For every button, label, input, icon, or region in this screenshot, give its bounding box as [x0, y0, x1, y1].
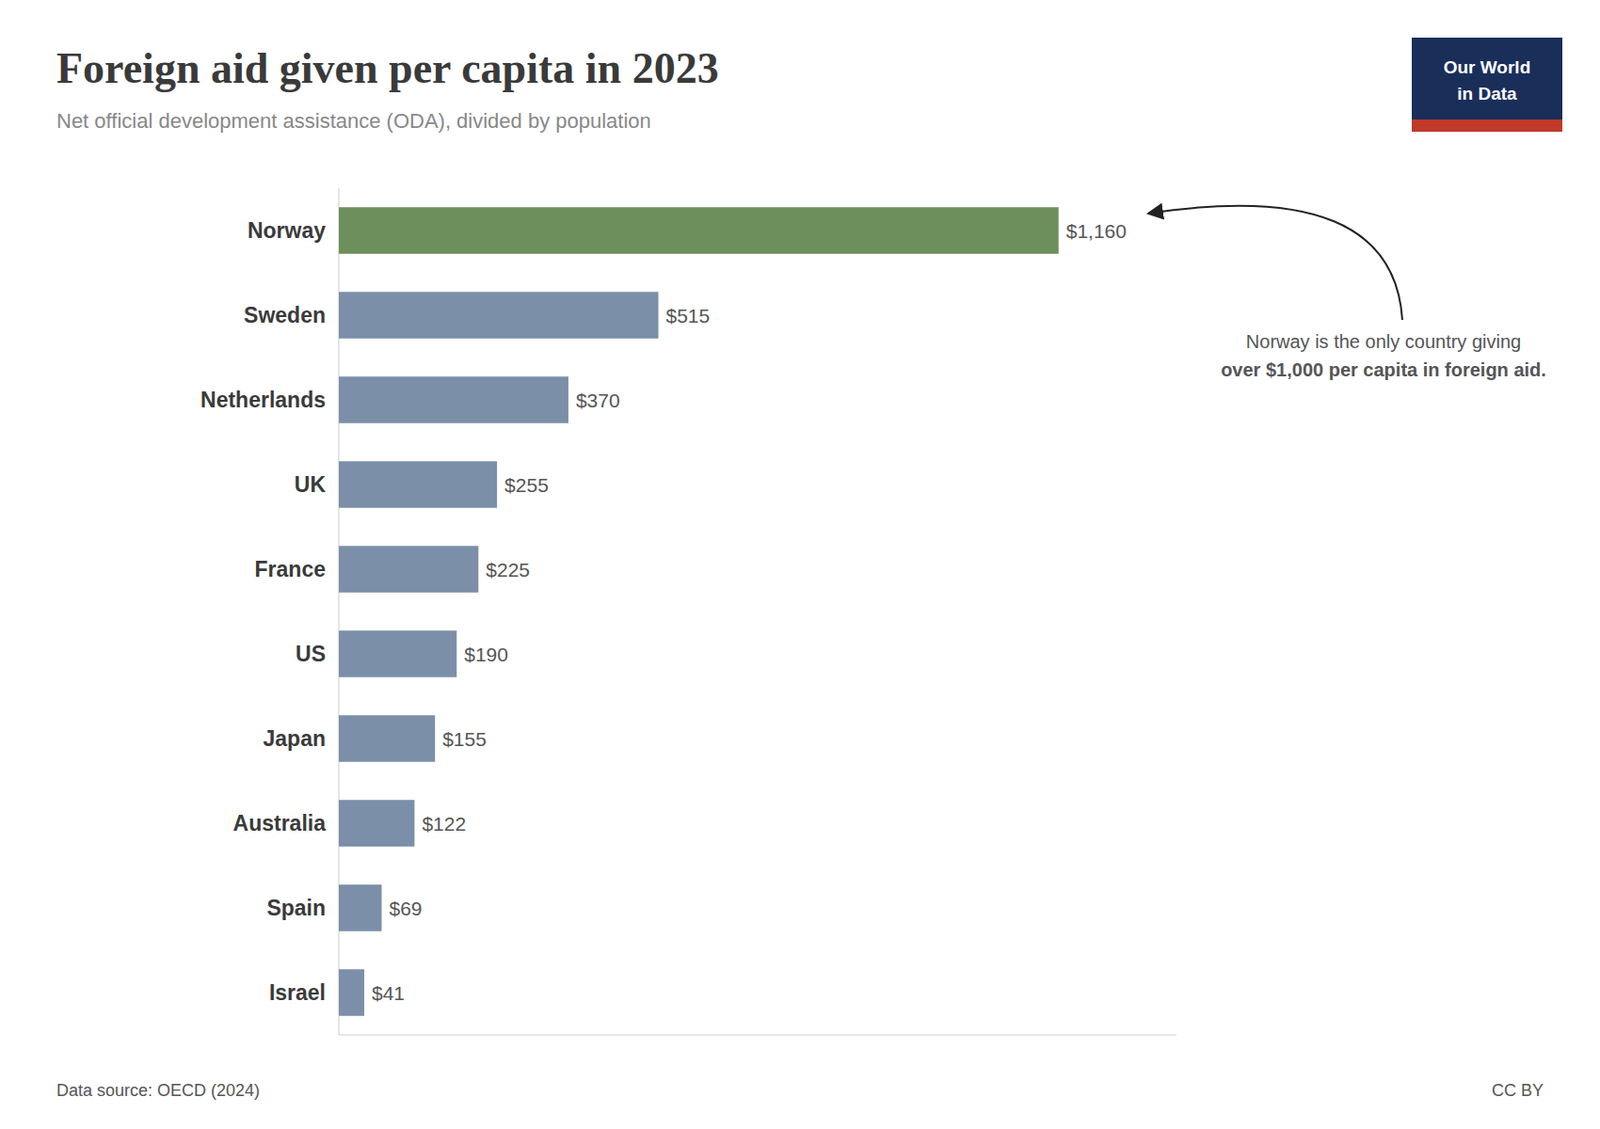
- bar: [338, 545, 479, 593]
- category-label: Israel: [269, 980, 326, 1006]
- data-label: $122: [421, 813, 466, 835]
- data-label: $190: [464, 643, 509, 666]
- category-label: Netherlands: [200, 387, 326, 413]
- data-label: $370: [576, 389, 621, 412]
- data-label: $1,160: [1066, 220, 1127, 242]
- bar: [338, 800, 415, 848]
- category-label: Spain: [266, 896, 326, 921]
- category-label: Australia: [233, 811, 327, 836]
- title: Foreign aid given per capita in 2023: [56, 44, 720, 93]
- source: Data source: OECD (2024): [56, 1081, 260, 1101]
- logo-box: [1411, 37, 1563, 132]
- data-label: $515: [666, 304, 711, 327]
- category-label: US: [295, 641, 326, 667]
- subtitle: Net official development assistance (ODA…: [56, 109, 652, 133]
- credit: CC BY: [1491, 1081, 1544, 1101]
- bar: [338, 630, 457, 678]
- bar: [338, 376, 569, 424]
- bar: [338, 969, 365, 1017]
- data-label: $225: [485, 559, 530, 581]
- logo-text: in Data: [1456, 83, 1518, 104]
- category-label: UK: [294, 472, 327, 497]
- bar: [338, 291, 659, 339]
- category-label: Norway: [247, 218, 326, 243]
- logo: Our World in Data: [1411, 37, 1563, 132]
- bar: [338, 207, 1059, 255]
- chart: Foreign aid given per capita in 2023 Net …: [0, 0, 1600, 1129]
- category-label: France: [255, 557, 326, 582]
- data-label: $41: [371, 982, 405, 1005]
- axis-line: [338, 1035, 1177, 1037]
- logo-text: Our World: [1443, 57, 1532, 78]
- logo-stripe: [1411, 119, 1563, 132]
- bar: [338, 884, 382, 932]
- data-label: $155: [442, 728, 487, 751]
- labels: Norway $1,160 Sweden $515 Netherlands $370 UK $…: [200, 218, 1127, 1006]
- data-label: $255: [504, 474, 549, 496]
- arrow: [1148, 206, 1403, 320]
- bar: [338, 715, 435, 763]
- bars: [338, 207, 1059, 1017]
- annotation: Norway is the only country giving: [1246, 331, 1521, 352]
- data-label: $69: [388, 897, 422, 920]
- bar: [338, 461, 497, 509]
- category-label: Sweden: [243, 303, 326, 328]
- background: [0, 0, 1600, 1129]
- category-label: Japan: [263, 726, 326, 752]
- annotation: over $1,000 per capita in foreign aid.: [1220, 359, 1547, 381]
